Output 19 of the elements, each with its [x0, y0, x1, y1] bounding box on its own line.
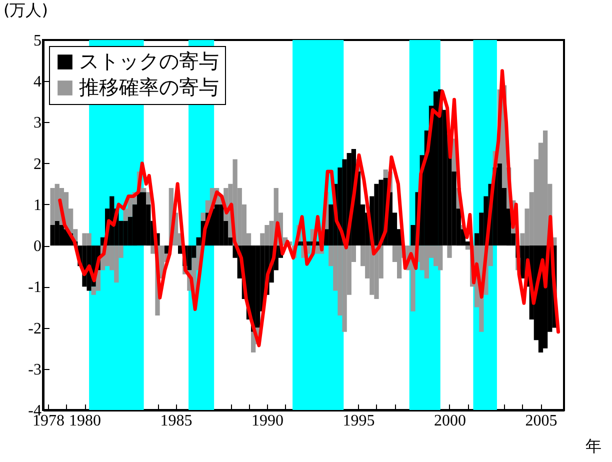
legend-label: ストックの寄与	[79, 49, 219, 73]
y-tick-label: -3	[28, 361, 42, 378]
y-tick-label: 1	[34, 196, 42, 214]
x-tick-label: 1995	[342, 412, 375, 430]
y-tick-label: 5	[34, 32, 42, 50]
x-tick-label: 2005	[525, 412, 558, 430]
x-tick-label: 2000	[434, 412, 466, 430]
y-axis-title: (万人)	[4, 0, 48, 20]
x-tick-label: 1980	[69, 412, 101, 430]
legend-label: 推移確率の寄与	[79, 75, 219, 99]
y-tick-label: -2	[28, 320, 42, 338]
y-tick-label: 2	[34, 156, 42, 173]
x-tick-label: 1990	[252, 412, 284, 430]
y-tick-label: 0	[34, 238, 42, 256]
x-tick-label: 1985	[160, 412, 192, 430]
y-tick-label: -1	[28, 279, 42, 296]
y-tick-label: 4	[34, 74, 42, 91]
x-axis-title: 年	[586, 436, 602, 456]
y-tick-label: 3	[34, 114, 42, 132]
